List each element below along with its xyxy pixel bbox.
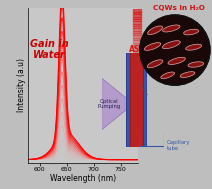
Polygon shape	[102, 78, 134, 130]
Text: ASE: ASE	[129, 45, 145, 54]
Ellipse shape	[180, 72, 195, 77]
Ellipse shape	[163, 25, 180, 32]
Text: CQWs in H₂O: CQWs in H₂O	[153, 5, 205, 11]
Ellipse shape	[161, 72, 174, 79]
Ellipse shape	[147, 60, 163, 68]
FancyBboxPatch shape	[126, 51, 147, 149]
X-axis label: Wavelength (nm): Wavelength (nm)	[50, 174, 116, 184]
Text: Capillary
tube: Capillary tube	[167, 140, 190, 151]
Ellipse shape	[186, 44, 202, 50]
Text: Optical
Pumping: Optical Pumping	[97, 98, 120, 109]
Ellipse shape	[148, 26, 163, 35]
Text: Gain in
Water: Gain in Water	[30, 39, 69, 60]
Ellipse shape	[188, 62, 204, 67]
Ellipse shape	[144, 43, 161, 50]
Circle shape	[140, 15, 210, 85]
Ellipse shape	[162, 41, 180, 49]
FancyBboxPatch shape	[130, 52, 143, 148]
Ellipse shape	[184, 29, 199, 35]
Y-axis label: Intensity (a.u): Intensity (a.u)	[17, 58, 26, 112]
Ellipse shape	[168, 57, 186, 64]
